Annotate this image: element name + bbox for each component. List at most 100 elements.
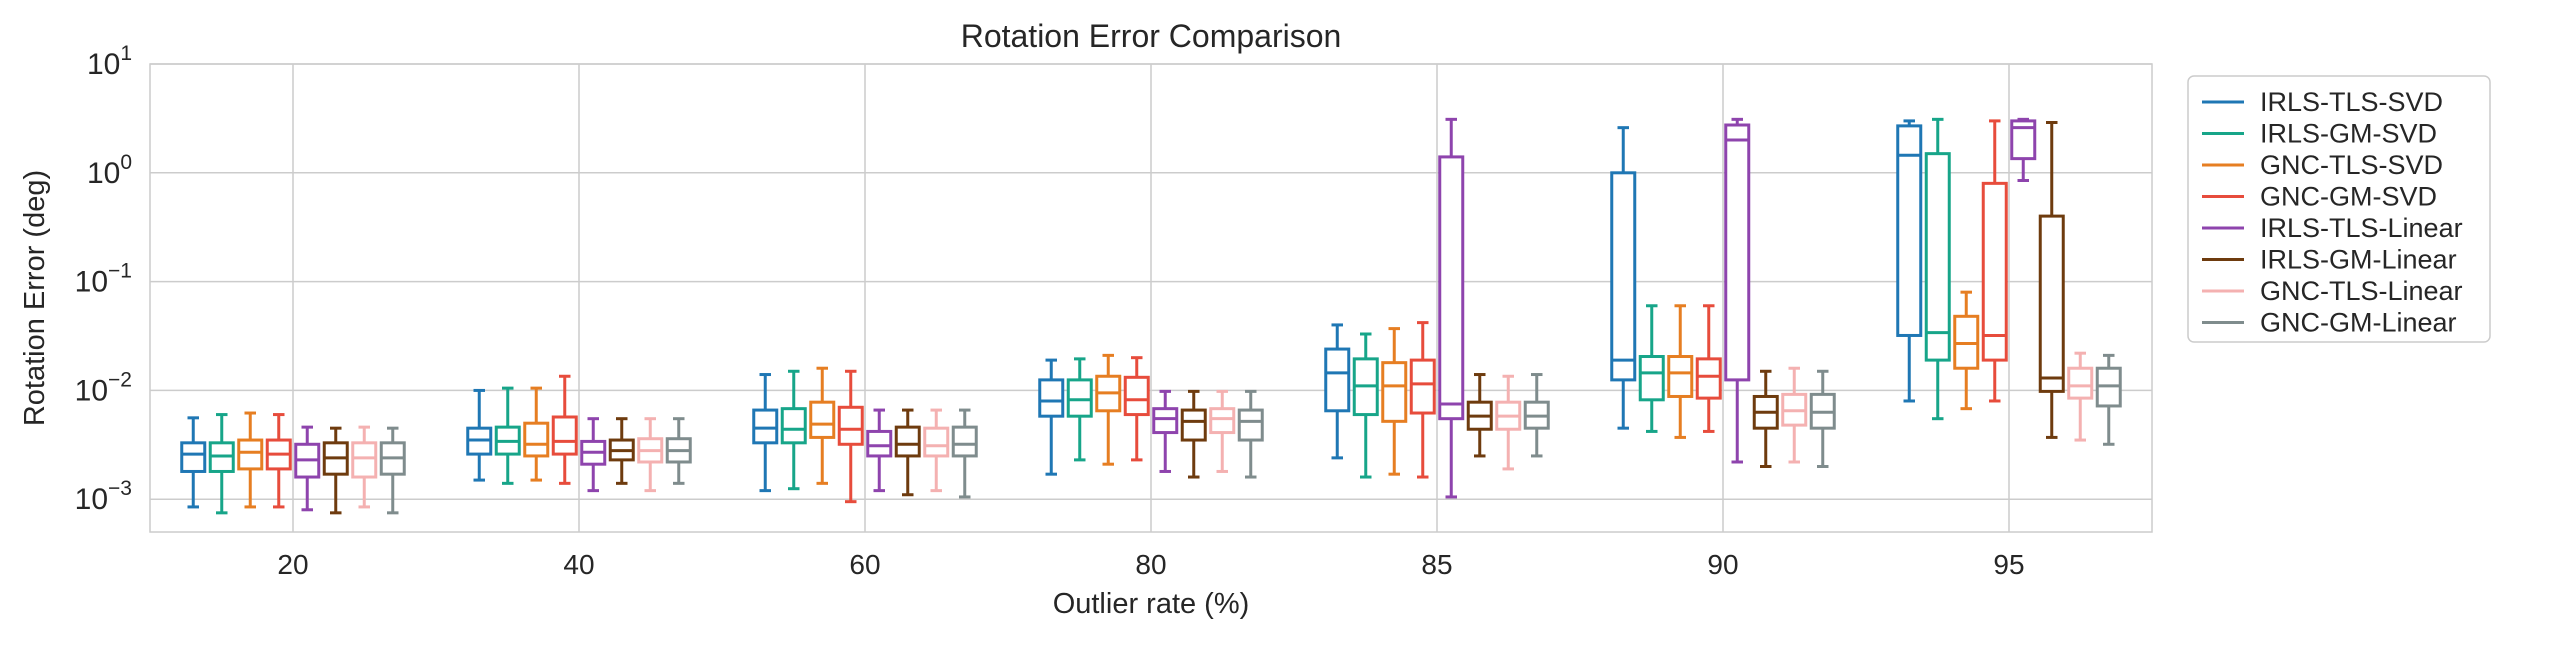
legend-label: IRLS-TLS-SVD <box>2260 87 2443 117</box>
iqr-box <box>180 441 207 473</box>
box-gnc-gm-linear-20 <box>379 426 406 515</box>
iqr-box <box>1638 355 1665 402</box>
y-tick-base: 10 <box>87 48 120 81</box>
legend-frame <box>2187 75 2491 343</box>
iqr-box <box>1695 357 1722 400</box>
iqr-box <box>1896 124 1923 337</box>
y-tick-base: 10 <box>75 374 108 407</box>
box-irls-gm-svd-95 <box>1924 117 1951 421</box>
iqr-box <box>523 421 550 458</box>
y-tick-label: 101 <box>87 42 132 81</box>
y-tick-label: 10−2 <box>75 368 132 407</box>
box-gnc-gm-svd-60 <box>837 369 864 504</box>
box-gnc-tls-linear-20 <box>351 425 378 509</box>
box-gnc-tls-svd-90 <box>1667 304 1694 439</box>
box-irls-gm-linear-90 <box>1752 369 1779 468</box>
legend-item: IRLS-GM-Linear <box>2202 245 2457 275</box>
x-tick-label: 85 <box>1421 549 1452 580</box>
box-irls-gm-svd-60 <box>780 369 807 491</box>
box-gnc-gm-svd-80 <box>1123 356 1150 462</box>
box-gnc-gm-linear-85 <box>1523 373 1550 458</box>
y-tick-label: 10−3 <box>75 477 132 516</box>
legend-label: GNC-GM-SVD <box>2260 182 2437 212</box>
x-tick-label: 20 <box>277 549 308 580</box>
legend-label: GNC-TLS-Linear <box>2260 276 2463 306</box>
box-gnc-tls-svd-95 <box>1953 290 1980 411</box>
legend-label: IRLS-GM-Linear <box>2260 245 2457 275</box>
iqr-box <box>1038 378 1065 418</box>
box-gnc-tls-svd-60 <box>809 366 836 485</box>
iqr-box <box>1066 378 1093 418</box>
y-tick-base: 10 <box>75 266 108 299</box>
legend-item: GNC-TLS-Linear <box>2202 276 2463 306</box>
x-tick-labels: 20 40 60 80 85 90 95 <box>277 549 2024 580</box>
iqr-box <box>894 425 921 458</box>
box-gnc-gm-linear-90 <box>1809 369 1836 468</box>
iqr-box <box>2038 214 2065 393</box>
box-irls-gm-linear-20 <box>322 426 349 515</box>
y-tick-base: 10 <box>87 157 120 190</box>
legend-item: GNC-GM-Linear <box>2202 308 2457 338</box>
iqr-box <box>1981 181 2008 362</box>
y-axis-label: Rotation Error (deg) <box>19 170 51 426</box>
box-irls-tls-linear-40 <box>580 417 607 493</box>
box-irls-tls-linear-80 <box>1152 389 1179 473</box>
box-irls-gm-linear-80 <box>1180 389 1207 479</box>
box-irls-tls-svd-90 <box>1610 126 1637 430</box>
plot-frame <box>149 63 2153 533</box>
iqr-box <box>951 425 978 458</box>
iqr-box <box>1123 375 1150 417</box>
iqr-box <box>1209 407 1236 435</box>
box-gnc-tls-svd-80 <box>1095 353 1122 466</box>
box-gnc-tls-linear-40 <box>637 417 664 493</box>
x-tick-label: 60 <box>849 549 880 580</box>
iqr-box <box>1724 123 1751 382</box>
box-irls-gm-svd-40 <box>494 386 521 485</box>
box-gnc-tls-svd-85 <box>1381 327 1408 476</box>
box-irls-tls-svd-20 <box>180 416 207 509</box>
box-gnc-tls-linear-85 <box>1495 374 1522 471</box>
x-tick-label: 95 <box>1993 549 2024 580</box>
box-gnc-gm-linear-40 <box>665 417 692 485</box>
chart-title: Rotation Error Comparison <box>961 18 1342 54</box>
iqr-box <box>1237 408 1264 442</box>
box-irls-tls-svd-40 <box>466 388 493 482</box>
box-gnc-gm-linear-60 <box>951 408 978 499</box>
iqr-box <box>780 407 807 445</box>
box-irls-gm-linear-60 <box>894 408 921 497</box>
box-irls-gm-svd-90 <box>1638 304 1665 433</box>
y-tick-base: 10 <box>75 483 108 516</box>
box-gnc-gm-svd-20 <box>265 413 292 509</box>
legend-label: IRLS-TLS-Linear <box>2260 213 2463 243</box>
box-irls-gm-linear-95 <box>2038 120 2065 439</box>
iqr-box <box>2010 119 2037 161</box>
box-irls-tls-linear-20 <box>294 425 321 512</box>
box-irls-tls-svd-80 <box>1038 358 1065 476</box>
iqr-box <box>1409 358 1436 415</box>
box-irls-tls-linear-60 <box>866 408 893 493</box>
iqr-box <box>237 438 264 471</box>
box-irls-gm-linear-85 <box>1466 373 1493 458</box>
iqr-box <box>866 429 893 458</box>
y-tick-label: 100 <box>87 151 132 190</box>
iqr-box <box>1924 152 1951 362</box>
box-gnc-tls-linear-95 <box>2067 351 2094 442</box>
iqr-box <box>923 426 950 458</box>
box-gnc-tls-linear-60 <box>923 408 950 493</box>
box-gnc-tls-linear-80 <box>1209 389 1236 473</box>
box-gnc-gm-svd-95 <box>1981 119 2008 403</box>
box-irls-gm-linear-40 <box>608 417 635 485</box>
iqr-box <box>837 405 864 446</box>
box-irls-tls-linear-90 <box>1724 117 1751 464</box>
legend-label: GNC-TLS-SVD <box>2260 150 2443 180</box>
y-tick-exponent: −2 <box>108 368 132 391</box>
legend-item: GNC-GM-SVD <box>2202 182 2437 212</box>
x-tick-label: 90 <box>1707 549 1738 580</box>
iqr-box <box>1324 347 1351 413</box>
box-irls-gm-svd-20 <box>208 413 235 515</box>
legend-item: IRLS-TLS-Linear <box>2202 213 2463 243</box>
legend: IRLS-TLS-SVDIRLS-GM-SVDGNC-TLS-SVDGNC-GM… <box>2187 75 2491 343</box>
